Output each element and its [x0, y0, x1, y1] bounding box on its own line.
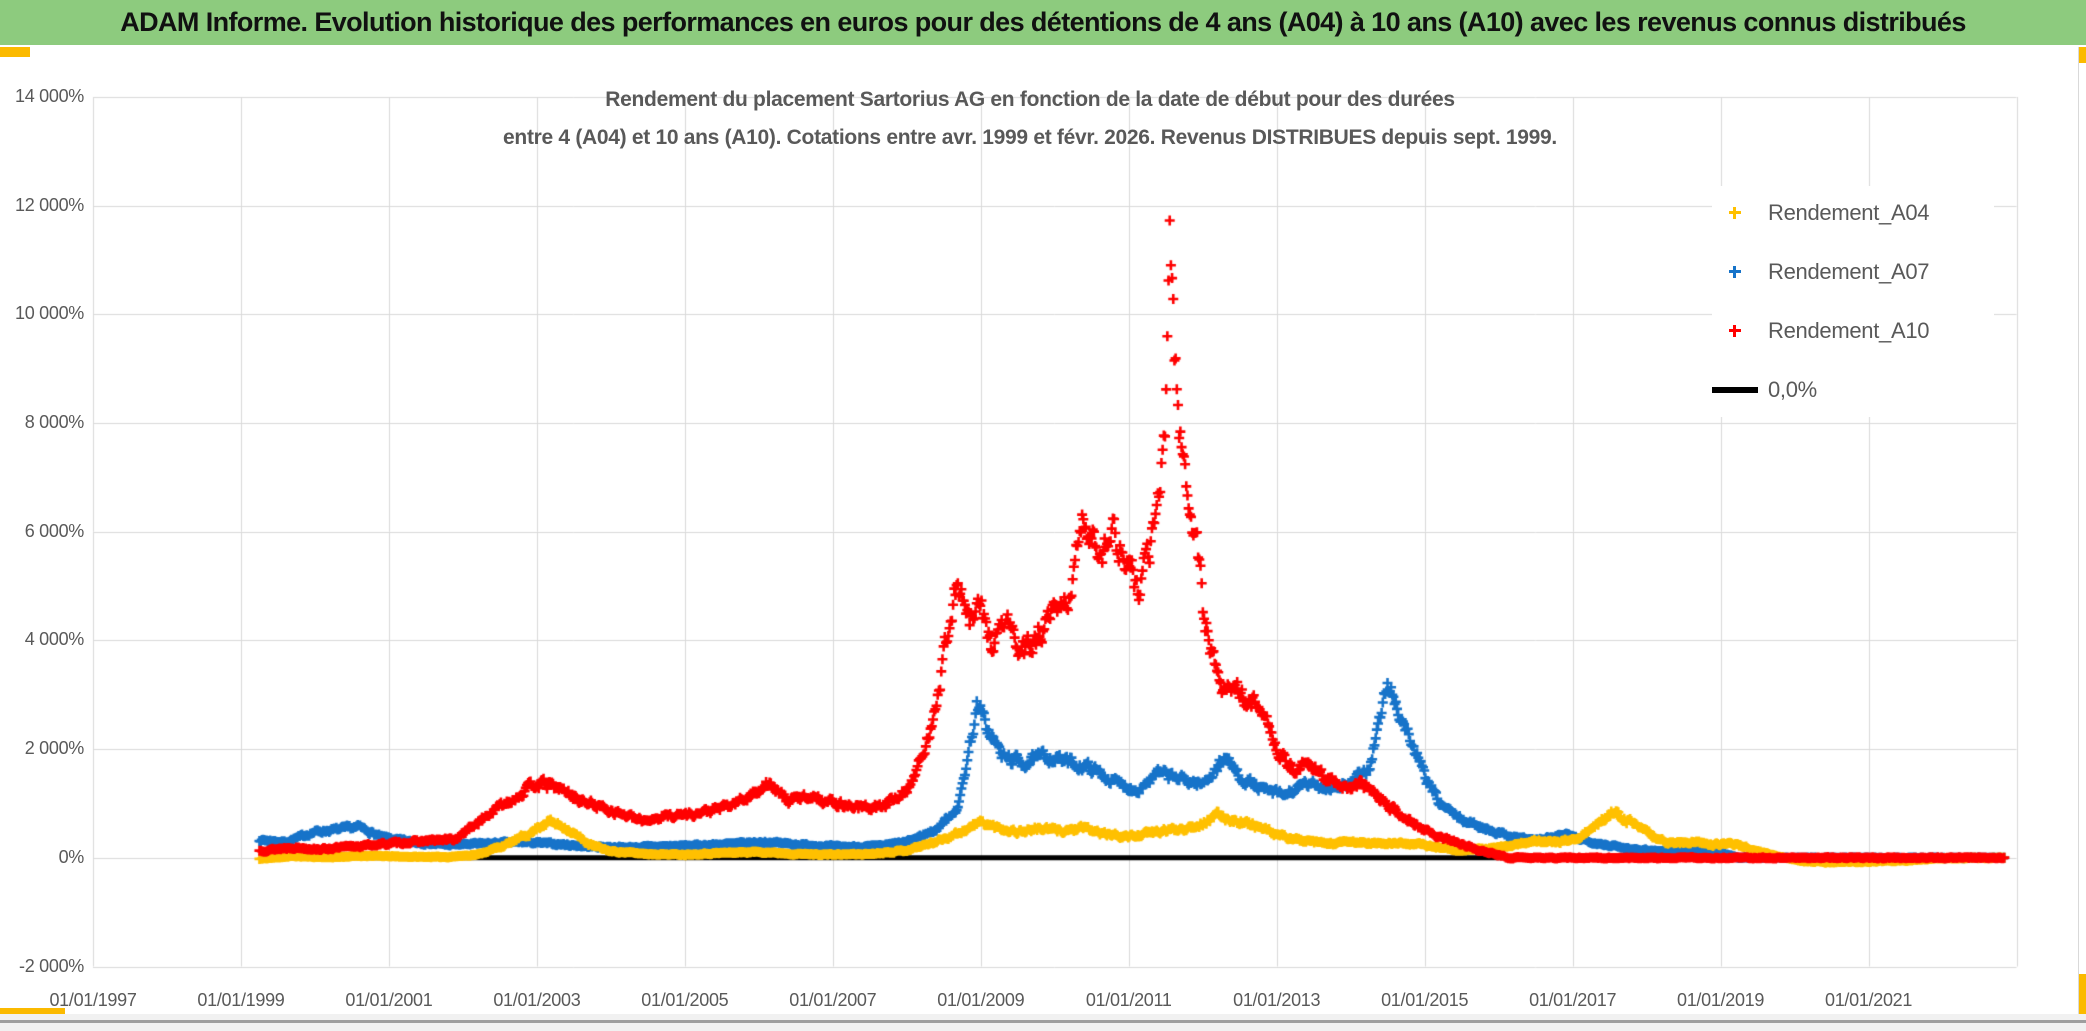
- x-axis-tick-label: 01/01/2009: [937, 990, 1025, 1010]
- y-axis-tick-label: 2 000%: [24, 738, 85, 759]
- y-axis-tick-label: 4 000%: [24, 629, 85, 650]
- y-axis-tick-label: 0%: [58, 846, 85, 867]
- legend-item-rendement-a04[interactable]: Rendement_A04: [1712, 192, 1994, 234]
- legend-label: 0,0%: [1768, 377, 1817, 402]
- legend-label: Rendement_A10: [1768, 318, 1930, 343]
- chart-title: Rendement du placement Sartorius AG en f…: [280, 81, 1780, 157]
- legend-plus-marker-icon: [1712, 324, 1758, 338]
- x-axis-tick-label: 01/01/2015: [1381, 990, 1469, 1010]
- legend-line-swatch: [1712, 383, 1758, 397]
- y-axis-tick-label: -2 000%: [19, 955, 84, 976]
- plus-icon-v: [1733, 266, 1736, 278]
- x-axis-tick-label: 01/01/2007: [789, 990, 877, 1010]
- chart-title-line2: entre 4 (A04) et 10 ans (A10). Cotations…: [503, 126, 1557, 149]
- legend-plus-marker-icon: [1712, 206, 1758, 220]
- x-axis-tick-label: 01/01/2021: [1824, 990, 1913, 1010]
- line-swatch-bar: [1712, 387, 1758, 393]
- legend-item-rendement-a10[interactable]: Rendement_A10: [1712, 310, 1994, 352]
- x-axis-tick-label: 01/01/2003: [493, 990, 581, 1010]
- chart-title-line1: Rendement du placement Sartorius AG en f…: [605, 88, 1455, 111]
- legend-label: Rendement_A07: [1768, 259, 1930, 284]
- x-axis-tick-label: 01/01/2005: [641, 990, 729, 1010]
- legend-item-rendement-a07[interactable]: Rendement_A07: [1712, 251, 1994, 293]
- chart-legend: Rendement_A04 Rendement_A07 Rendement_A10 0…: [1712, 186, 1994, 417]
- y-axis-tick-label: 10 000%: [15, 303, 84, 324]
- x-axis-tick-label: 01/01/2011: [1085, 990, 1172, 1010]
- plus-icon-v: [1733, 207, 1736, 219]
- y-axis-tick-label: 6 000%: [24, 520, 85, 541]
- y-axis-tick-label: 12 000%: [15, 194, 84, 215]
- legend-plus-marker-icon: [1712, 265, 1758, 279]
- x-axis-tick-label: 01/01/1997: [49, 990, 137, 1010]
- x-axis-tick-label: 01/01/1999: [197, 990, 285, 1010]
- y-axis-tick-label: 14 000%: [15, 86, 84, 106]
- x-axis-tick-label: 01/01/2013: [1233, 990, 1321, 1010]
- x-axis-tick-label: 01/01/2017: [1529, 990, 1617, 1010]
- plus-icon-v: [1733, 325, 1736, 337]
- legend-label: Rendement_A04: [1768, 200, 1930, 225]
- x-axis-tick-label: 01/01/2001: [345, 990, 433, 1010]
- y-axis-tick-label: 8 000%: [24, 412, 85, 433]
- legend-item-0-0-[interactable]: 0,0%: [1712, 369, 1994, 411]
- x-axis-tick-label: 01/01/2019: [1677, 990, 1765, 1010]
